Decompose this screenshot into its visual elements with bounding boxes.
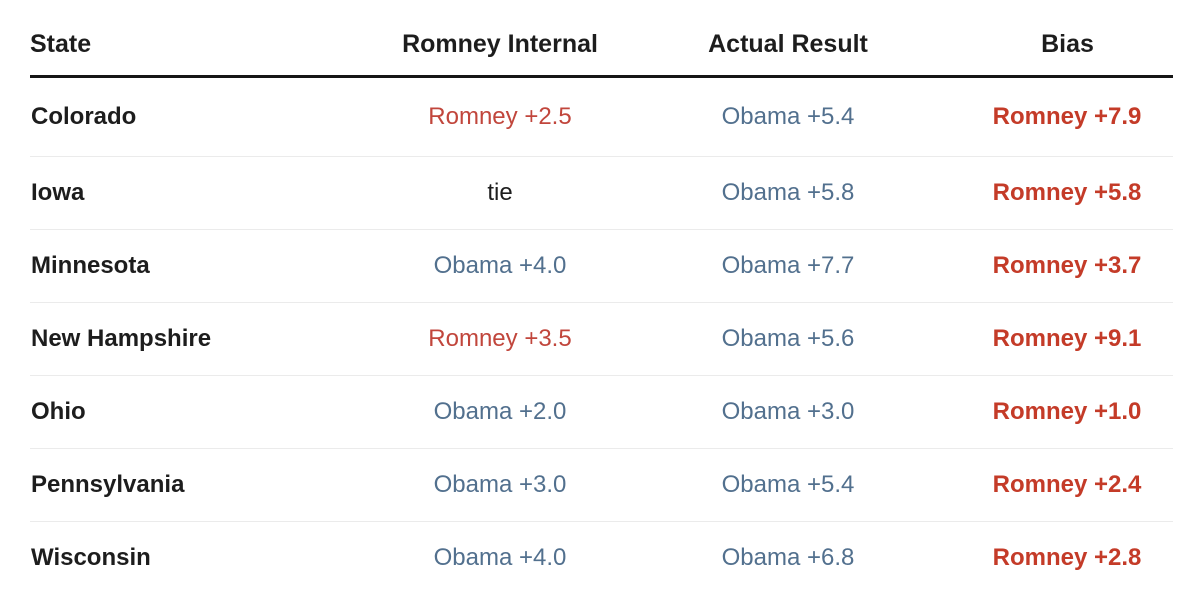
romney-internal-cell: Obama +4.0 xyxy=(356,229,644,303)
table-row: Pennsylvania Obama +3.0 Obama +5.4 Romney +… xyxy=(30,448,1173,522)
table-row: Wisconsin Obama +4.0 Obama +6.8 Romney +2.8 xyxy=(30,522,1173,595)
state-cell: Minnesota xyxy=(30,229,356,303)
column-header-romney-internal: Romney Internal xyxy=(356,24,644,78)
romney-internal-cell: Romney +3.5 xyxy=(356,302,644,376)
romney-internal-cell: Obama +2.0 xyxy=(356,375,644,449)
column-header-state: State xyxy=(30,24,356,78)
actual-result-cell: Obama +5.4 xyxy=(644,76,932,157)
bias-cell: Romney +2.4 xyxy=(932,448,1173,522)
romney-internal-cell: tie xyxy=(356,156,644,230)
table-header: State Romney Internal Actual Result Bias xyxy=(30,24,1173,78)
romney-internal-cell: Obama +4.0 xyxy=(433,544,567,571)
table-row: Iowa tie Obama +5.8 Romney +5.8 xyxy=(30,156,1173,230)
table-body: Colorado Romney +2.5 Obama +5.4 Romney +7.9… xyxy=(30,76,1173,595)
actual-result-cell: Obama +3.0 xyxy=(644,375,932,449)
table-row: Minnesota Obama +4.0 Obama +7.7 Romney +3.7 xyxy=(30,229,1173,303)
table-row: Colorado Romney +2.5 Obama +5.4 Romney +7.9 xyxy=(30,76,1173,157)
bias-cell: Romney +1.0 xyxy=(932,375,1173,449)
state-cell: New Hampshire xyxy=(30,302,356,376)
bias-cell: Romney +5.8 xyxy=(932,156,1173,230)
table-row: Ohio Obama +2.0 Obama +3.0 Romney +1.0 xyxy=(30,375,1173,449)
actual-result-cell: Obama +5.6 xyxy=(644,302,932,376)
romney-internal-cell: Romney +2.5 xyxy=(356,76,644,157)
column-header-actual-result: Actual Result xyxy=(644,24,932,78)
table-row: New Hampshire Romney +3.5 Obama +5.6 Romney… xyxy=(30,302,1173,376)
bias-cell: Romney +9.1 xyxy=(932,302,1173,376)
state-cell: Pennsylvania xyxy=(30,448,356,522)
actual-result-cell: Obama +5.8 xyxy=(644,156,932,230)
state-cell: Colorado xyxy=(30,76,356,157)
state-cell: Wisconsin xyxy=(31,544,151,571)
bias-cell: Romney +7.9 xyxy=(932,76,1173,157)
column-header-bias: Bias xyxy=(932,24,1173,78)
state-cell: Iowa xyxy=(30,156,356,230)
romney-internal-cell: Obama +3.0 xyxy=(356,448,644,522)
bias-cell: Romney +2.8 xyxy=(992,544,1142,571)
bias-cell: Romney +3.7 xyxy=(932,229,1173,303)
actual-result-cell: Obama +5.4 xyxy=(644,448,932,522)
state-cell: Ohio xyxy=(30,375,356,449)
header-row: State Romney Internal Actual Result Bias xyxy=(30,24,1173,78)
actual-result-cell: Obama +6.8 xyxy=(721,544,855,571)
actual-result-cell: Obama +7.7 xyxy=(644,229,932,303)
poll-bias-table: State Romney Internal Actual Result Bias… xyxy=(30,24,1173,594)
